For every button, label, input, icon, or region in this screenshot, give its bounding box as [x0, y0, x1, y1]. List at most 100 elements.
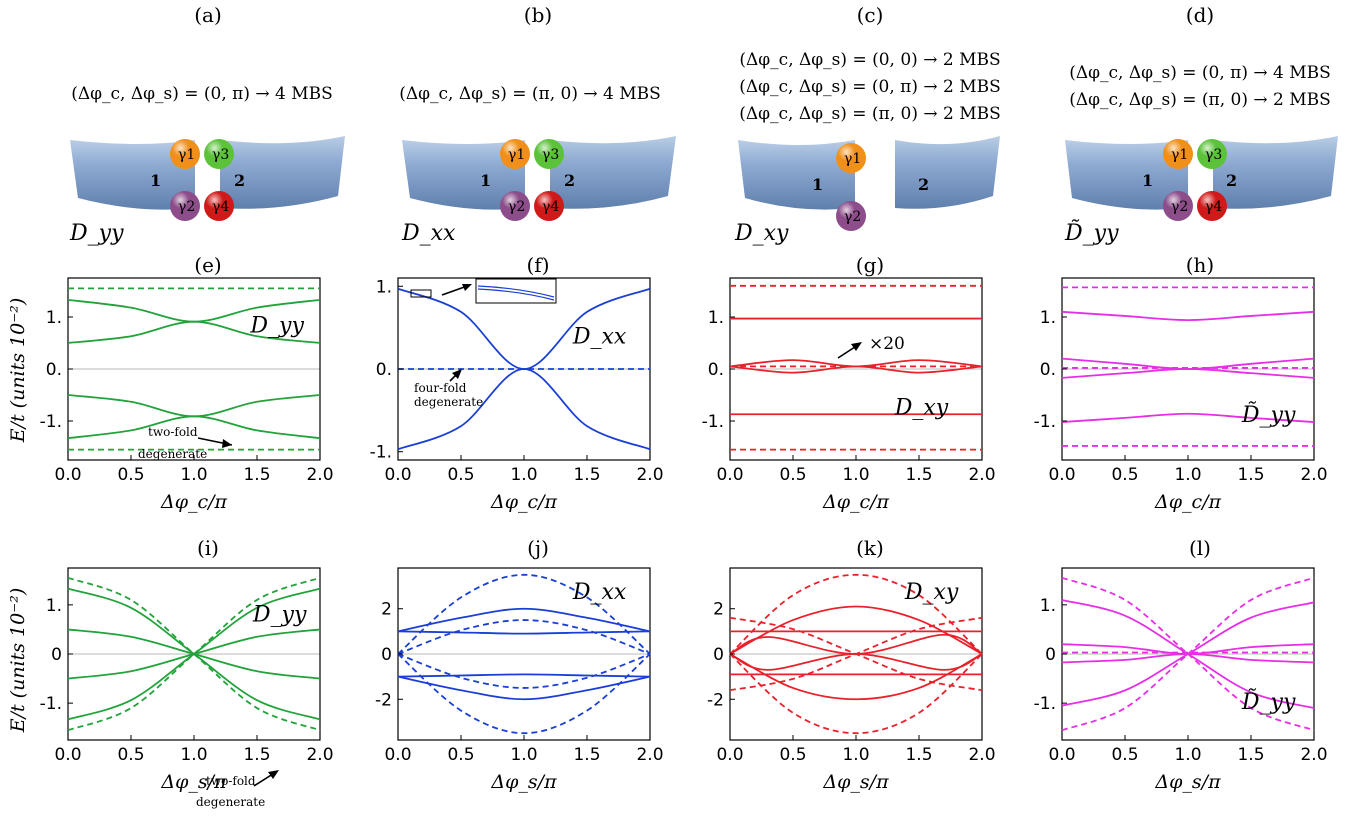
chart-e: 0.0 0.5 1.0 1.5 2.0 1. 0. -1. Δφ_c/π D_yy: [40, 277, 334, 513]
chart-f: 0.0 0.5 1.0 1.5 2.0 1. 0. -1. Δφ_c/π D_xx: [370, 277, 664, 513]
y-axis-title-bottom: E/t (units 10⁻²): [7, 588, 29, 734]
config-c-label: D_xy: [734, 221, 789, 246]
x-tick-label: 1.0: [842, 745, 869, 765]
x-tick-label: 0.0: [716, 745, 743, 765]
annotation-e-line-2: degenerate: [138, 447, 207, 461]
series-line-j-7: [397, 653, 651, 735]
annotation-e-line-1: two-fold: [148, 425, 198, 439]
schematic-b: 1 2 γ1 γ3 γ2 γ4 D_xx: [401, 136, 676, 246]
nanowire-block-1: [1065, 140, 1188, 210]
panel-label-l: (l): [1189, 536, 1211, 560]
x-axis-title: Δφ_s/π: [160, 771, 227, 793]
series-line-i-5: [67, 576, 321, 732]
y-tick-label: 1.: [1040, 308, 1056, 328]
series-line-h-0: [1061, 310, 1315, 322]
y-tick-label: -1.: [370, 443, 392, 463]
panel-label-a: (a): [194, 3, 222, 27]
x-tick-label: 2.0: [636, 745, 663, 765]
chart-inline-label: D_yy: [249, 314, 304, 339]
config-c-line-2: (Δφ_c, Δφ_s) = (0, π) → 2 MBS: [739, 77, 1001, 97]
config-a-line-1: (Δφ_c, Δφ_s) = (0, π) → 4 MBS: [71, 84, 333, 104]
series-line-j-5: [397, 619, 651, 655]
y-tick-label: 1.: [376, 277, 392, 297]
config-d-line-2: (Δφ_c, Δφ_s) = (π, 0) → 2 MBS: [1069, 90, 1331, 110]
nanowire-block-2: [1213, 136, 1338, 209]
y-tick-label: 0: [381, 645, 392, 665]
chart-l: 0.0 0.5 1.0 1.5 2.01.0-1.Δφ_s/πD̃_yy: [1034, 567, 1328, 793]
x-tick-label: 0.5: [1111, 465, 1138, 485]
series-line-l-5: [1061, 576, 1315, 732]
panel-label-j: (j): [527, 536, 549, 560]
block-2-label: 2: [918, 175, 929, 194]
nanowire-block-2: [550, 136, 676, 209]
panel-label-k: (k): [856, 536, 884, 560]
panel-label-d: (d): [1186, 3, 1214, 27]
y-tick-label: 0: [713, 645, 724, 665]
gamma-2-label: γ2: [508, 199, 525, 215]
block-2-label: 2: [1226, 171, 1237, 190]
config-b-label: D_xx: [401, 221, 456, 246]
chart-i: 0.0 0.5 1.0 1.5 2.01.0-1.Δφ_s/πD_yy: [40, 567, 334, 793]
x-tick-label: 2.0: [306, 745, 333, 765]
x-tick-label: 2.0: [1300, 745, 1327, 765]
block-1-label: 1: [812, 175, 823, 194]
series-line-j-2: [397, 673, 651, 678]
x-tick-label: 0.0: [384, 465, 411, 485]
y-tick-label: 1.: [708, 308, 724, 328]
gamma-3-label: γ3: [1205, 147, 1222, 163]
x-tick-label: 1.5: [573, 745, 600, 765]
x-tick-label: 1.0: [1174, 465, 1201, 485]
x-tick-label: 2.0: [968, 465, 995, 485]
panel-label-g: (g): [856, 253, 884, 277]
series-line-k-9: [729, 616, 983, 692]
x-tick-label: 1.0: [842, 465, 869, 485]
y-tick-label: 0: [1045, 645, 1056, 665]
x-axis-title: Δφ_c/π: [1154, 491, 1222, 513]
annotations: two-fold degenerate four-fold degenerate…: [138, 278, 905, 809]
annotation-g: ×20: [869, 334, 905, 354]
x-tick-label: 0.0: [1048, 465, 1075, 485]
nanowire-block-1: [70, 140, 195, 210]
y-tick-label: 2: [381, 600, 392, 620]
y-tick-label: 0: [51, 645, 62, 665]
x-axis-title: Δφ_s/π: [1154, 771, 1221, 793]
x-tick-label: 0.5: [117, 745, 144, 765]
x-tick-label: 1.0: [1174, 745, 1201, 765]
gamma-1-label: γ1: [508, 147, 525, 163]
block-1-label: 1: [480, 171, 491, 190]
x-axis-title: Δφ_s/π: [822, 771, 889, 793]
panel-label-b: (b): [524, 3, 552, 27]
series-line-j-4: [397, 573, 651, 655]
panel-label-e: (e): [194, 253, 221, 277]
y-tick-label: -1.: [40, 412, 62, 432]
series-line-j-3: [397, 675, 651, 701]
gamma-2-label: γ2: [844, 209, 861, 225]
gamma-2-label: γ2: [1171, 199, 1188, 215]
x-tick-label: 0.0: [1048, 745, 1075, 765]
series-line-e-3: [67, 415, 321, 440]
schematic-c: 1 2 γ1 γ2 D_xy: [734, 136, 1000, 246]
y-tick-label: 1.: [1040, 596, 1056, 616]
y-tick-label: -1.: [1034, 694, 1056, 714]
series-line-h-3: [1061, 368, 1315, 379]
inset-marker: [410, 289, 432, 298]
x-axis-title: Δφ_c/π: [822, 491, 890, 513]
y-tick-label: -1.: [702, 412, 724, 432]
y-tick-label: 0.: [376, 360, 392, 380]
annotation-i-line-1: two-fold: [206, 774, 256, 788]
x-tick-label: 0.5: [447, 745, 474, 765]
annotation-f-line-1: four-fold: [414, 381, 467, 395]
y-tick-label: 0.: [1040, 360, 1056, 380]
series-line-l-3: [1061, 653, 1315, 664]
x-tick-label: 1.0: [180, 465, 207, 485]
x-tick-label: 2.0: [968, 745, 995, 765]
x-tick-label: 1.5: [1237, 465, 1264, 485]
series-line-j-0: [397, 607, 651, 633]
x-tick-label: 0.5: [779, 745, 806, 765]
y-tick-label: 0.: [46, 360, 62, 380]
y-tick-label: 1.: [46, 596, 62, 616]
series-line-k-5: [729, 653, 983, 671]
config-d-label: D̃_yy: [1064, 220, 1119, 246]
chart-inline-label: D̃_yy: [1241, 689, 1296, 715]
